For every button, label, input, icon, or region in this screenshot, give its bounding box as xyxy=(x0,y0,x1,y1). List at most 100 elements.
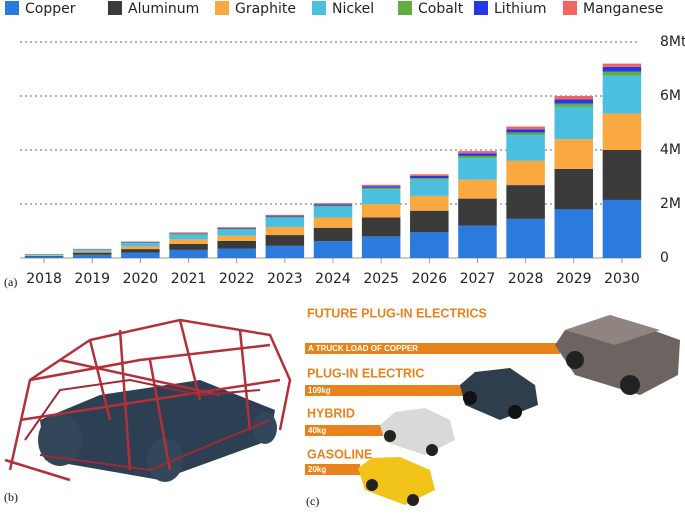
bar-segment xyxy=(603,72,642,76)
bar-segment xyxy=(506,127,545,130)
bar-segment xyxy=(506,129,545,132)
legend-label: Cobalt xyxy=(418,1,464,17)
bar-segment xyxy=(410,211,449,233)
x-tick-label: 2022 xyxy=(219,271,255,287)
row-note: 40kg xyxy=(308,426,326,435)
legend-swatch xyxy=(563,1,577,15)
bar-segment xyxy=(410,232,449,258)
bar-segment xyxy=(266,218,305,227)
panel-label: (c) xyxy=(306,494,319,508)
bar-segment xyxy=(217,249,256,258)
x-tick-label: 2027 xyxy=(460,271,496,287)
bar-segment xyxy=(266,246,305,258)
x-tick-label: 2028 xyxy=(508,271,544,287)
y-tick-label: 0 xyxy=(660,250,669,266)
bar-segment xyxy=(121,243,160,244)
bar-segment xyxy=(555,104,594,107)
bar-segment xyxy=(603,114,642,150)
row-title: PLUG-IN ELECTRIC xyxy=(307,366,424,380)
bar-segment xyxy=(506,185,545,219)
bar-segment xyxy=(603,76,642,114)
bar-segment xyxy=(458,226,497,258)
legend-swatch xyxy=(5,1,19,15)
bar-segment xyxy=(169,239,208,244)
bar-segment xyxy=(266,217,305,218)
x-tick-label: 2020 xyxy=(123,271,159,287)
legend-swatch xyxy=(474,1,488,15)
legend-swatch xyxy=(108,1,122,15)
x-tick-label: 2021 xyxy=(171,271,207,287)
bar-segment xyxy=(603,150,642,200)
bar-segment xyxy=(25,257,64,258)
bar-segment xyxy=(217,236,256,241)
bar-segment xyxy=(266,215,305,216)
row-note: 109kg xyxy=(308,386,331,395)
bar-segment xyxy=(555,139,594,169)
bar-segment xyxy=(25,256,64,257)
bar-segment xyxy=(603,200,642,258)
bar-segment xyxy=(25,254,64,255)
bar-segment xyxy=(362,218,401,237)
legend-label: Aluminum xyxy=(128,1,199,17)
bar-segment xyxy=(506,132,545,135)
x-tick-label: 2023 xyxy=(267,271,303,287)
bar-segment xyxy=(73,253,112,255)
bar-segment xyxy=(314,228,353,242)
bar-segment xyxy=(362,204,401,218)
bar-segment xyxy=(169,250,208,258)
copper-infographic: FUTURE PLUG-IN ELECTRICS A TRUCK LOAD OF… xyxy=(305,306,680,506)
legend-label: Nickel xyxy=(332,1,374,17)
bar-segment xyxy=(121,243,160,246)
panel-label: (a) xyxy=(4,275,17,289)
legend-label: Lithium xyxy=(494,1,546,17)
row-title: FUTURE PLUG-IN ELECTRICS xyxy=(307,306,487,320)
y-tick-label: 6M xyxy=(660,88,681,104)
x-tick-label: 2018 xyxy=(26,271,62,287)
x-tick-label: 2029 xyxy=(556,271,592,287)
bar-segment xyxy=(555,96,594,100)
bar-segment xyxy=(314,218,353,228)
bar-segment xyxy=(506,135,545,161)
bar-segment xyxy=(555,209,594,258)
bar-segment xyxy=(217,230,256,236)
wiring-illustration xyxy=(5,320,290,482)
legend-label: Manganese xyxy=(583,1,663,17)
bar-segment xyxy=(266,216,305,217)
bar-segment xyxy=(458,156,497,158)
bar-segment xyxy=(458,180,497,199)
bar-segment xyxy=(314,207,353,218)
bar-segment xyxy=(362,236,401,258)
bar-segment xyxy=(603,64,642,67)
bar-segment xyxy=(73,250,112,252)
bar-segment xyxy=(314,203,353,204)
bar-segment xyxy=(458,158,497,180)
y-tick-label: 4M xyxy=(660,142,681,158)
bar-segment xyxy=(121,242,160,243)
bar-segment xyxy=(362,186,401,188)
legend-swatch xyxy=(215,1,229,15)
bar-segment xyxy=(217,241,256,249)
bar-segment xyxy=(555,169,594,210)
bar-segment xyxy=(217,227,256,228)
y-tick-label: 2M xyxy=(660,196,681,212)
bar-segment xyxy=(410,176,449,178)
bar-segment xyxy=(458,153,497,156)
row-note: A TRUCK LOAD OF COPPER xyxy=(308,344,418,353)
bar-segment xyxy=(217,229,256,230)
bar-segment xyxy=(121,253,160,258)
row-note: 20kg xyxy=(308,465,326,474)
bar-segment xyxy=(603,67,642,72)
bar-segment xyxy=(506,219,545,258)
bar-segment xyxy=(266,227,305,235)
bar-segment xyxy=(362,185,401,186)
bar-segment xyxy=(410,180,449,196)
bar-segment xyxy=(410,196,449,211)
row-title: HYBRID xyxy=(307,406,355,420)
x-tick-label: 2025 xyxy=(363,271,399,287)
bar-segment xyxy=(458,199,497,226)
bar-segment xyxy=(314,206,353,207)
legend-label: Graphite xyxy=(235,1,296,17)
bar-segment xyxy=(506,161,545,185)
bar-segment xyxy=(169,232,208,233)
row-title: GASOLINE xyxy=(307,447,372,461)
